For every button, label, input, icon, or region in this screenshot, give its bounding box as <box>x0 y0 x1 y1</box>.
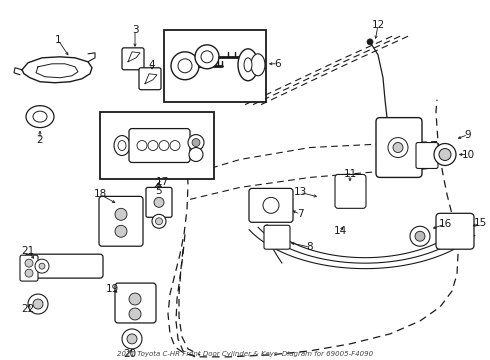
FancyBboxPatch shape <box>139 68 161 90</box>
Circle shape <box>388 138 408 157</box>
Circle shape <box>28 294 48 314</box>
Text: 19: 19 <box>105 284 119 294</box>
Circle shape <box>35 259 49 273</box>
Text: 1: 1 <box>55 35 61 45</box>
Circle shape <box>189 148 203 162</box>
Circle shape <box>129 308 141 320</box>
Circle shape <box>415 231 425 241</box>
Text: 9: 9 <box>465 130 471 140</box>
Circle shape <box>127 334 137 344</box>
Ellipse shape <box>251 54 265 76</box>
Circle shape <box>170 140 180 150</box>
FancyBboxPatch shape <box>100 112 214 179</box>
Ellipse shape <box>244 58 252 72</box>
Ellipse shape <box>114 136 130 156</box>
FancyBboxPatch shape <box>115 283 156 323</box>
Text: 17: 17 <box>155 177 169 188</box>
Circle shape <box>192 139 200 147</box>
Circle shape <box>439 149 451 161</box>
Text: 2: 2 <box>37 135 43 145</box>
Circle shape <box>152 214 166 228</box>
Circle shape <box>263 197 279 213</box>
FancyBboxPatch shape <box>335 175 366 208</box>
Ellipse shape <box>118 140 126 150</box>
Circle shape <box>154 197 164 207</box>
Circle shape <box>137 140 147 150</box>
Circle shape <box>33 299 43 309</box>
FancyBboxPatch shape <box>264 225 290 249</box>
Circle shape <box>129 293 141 305</box>
Text: 22: 22 <box>22 304 35 314</box>
Text: 3: 3 <box>132 25 138 35</box>
Text: 2021 Toyota C-HR Front Door Cylinder & Keys  Diagram for 69005-F4090: 2021 Toyota C-HR Front Door Cylinder & K… <box>117 351 373 357</box>
FancyBboxPatch shape <box>249 188 293 222</box>
Circle shape <box>434 144 456 166</box>
Ellipse shape <box>33 111 47 122</box>
Circle shape <box>201 51 213 63</box>
Text: 13: 13 <box>294 188 307 197</box>
Ellipse shape <box>26 106 54 127</box>
Text: 11: 11 <box>343 170 357 179</box>
Circle shape <box>171 52 199 80</box>
FancyBboxPatch shape <box>416 143 438 168</box>
Circle shape <box>178 59 192 73</box>
Circle shape <box>393 143 403 153</box>
Circle shape <box>159 140 169 150</box>
Circle shape <box>155 218 163 225</box>
Text: 8: 8 <box>307 242 313 252</box>
Circle shape <box>195 45 219 69</box>
Circle shape <box>367 39 373 45</box>
FancyBboxPatch shape <box>99 196 143 246</box>
Text: 18: 18 <box>94 189 107 199</box>
Circle shape <box>148 140 158 150</box>
Text: 20: 20 <box>123 349 137 359</box>
Text: 4: 4 <box>148 60 155 70</box>
Circle shape <box>410 226 430 246</box>
FancyBboxPatch shape <box>164 30 266 102</box>
Circle shape <box>25 269 33 277</box>
Text: 6: 6 <box>275 59 281 69</box>
FancyBboxPatch shape <box>25 254 103 278</box>
Circle shape <box>115 208 127 220</box>
Text: 12: 12 <box>371 20 385 30</box>
Circle shape <box>25 259 33 267</box>
Text: 5: 5 <box>155 186 161 197</box>
FancyBboxPatch shape <box>146 188 172 217</box>
FancyBboxPatch shape <box>122 48 144 70</box>
Text: 16: 16 <box>439 219 452 229</box>
FancyBboxPatch shape <box>129 129 190 162</box>
Circle shape <box>39 263 45 269</box>
Text: 10: 10 <box>462 149 474 159</box>
Text: 7: 7 <box>296 209 303 219</box>
Ellipse shape <box>238 49 258 81</box>
FancyBboxPatch shape <box>376 118 422 177</box>
Circle shape <box>188 135 204 150</box>
FancyBboxPatch shape <box>20 255 38 281</box>
Text: 21: 21 <box>22 246 35 256</box>
Circle shape <box>122 329 142 349</box>
Text: 15: 15 <box>473 218 487 228</box>
Text: 14: 14 <box>333 226 346 236</box>
FancyBboxPatch shape <box>436 213 474 249</box>
Circle shape <box>115 225 127 237</box>
